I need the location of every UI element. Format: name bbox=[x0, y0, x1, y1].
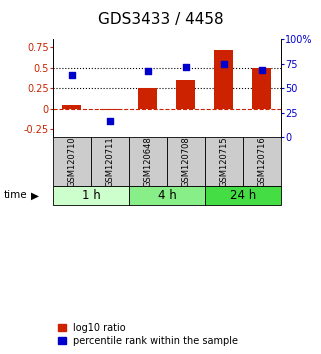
Point bbox=[221, 61, 227, 67]
FancyBboxPatch shape bbox=[53, 137, 91, 185]
FancyBboxPatch shape bbox=[167, 137, 205, 185]
Point bbox=[107, 118, 113, 124]
Text: time: time bbox=[3, 190, 27, 200]
Text: GSM120708: GSM120708 bbox=[181, 136, 190, 187]
Point bbox=[145, 69, 151, 74]
Text: GSM120710: GSM120710 bbox=[67, 136, 76, 187]
FancyBboxPatch shape bbox=[205, 185, 281, 205]
FancyBboxPatch shape bbox=[243, 137, 281, 185]
Legend: log10 ratio, percentile rank within the sample: log10 ratio, percentile rank within the … bbox=[58, 323, 239, 346]
Text: GDS3433 / 4458: GDS3433 / 4458 bbox=[98, 12, 223, 27]
Text: GSM120648: GSM120648 bbox=[143, 136, 152, 187]
FancyBboxPatch shape bbox=[205, 137, 243, 185]
Bar bbox=[63, 105, 82, 109]
Point bbox=[69, 73, 74, 78]
FancyBboxPatch shape bbox=[129, 185, 205, 205]
Bar bbox=[252, 68, 271, 109]
Text: 1 h: 1 h bbox=[82, 189, 100, 202]
FancyBboxPatch shape bbox=[53, 185, 129, 205]
Text: 4 h: 4 h bbox=[158, 189, 176, 202]
FancyBboxPatch shape bbox=[129, 137, 167, 185]
Text: ▶: ▶ bbox=[30, 190, 39, 200]
Bar bbox=[100, 109, 119, 110]
Bar bbox=[214, 50, 233, 109]
FancyBboxPatch shape bbox=[91, 137, 129, 185]
Point bbox=[183, 64, 188, 69]
Text: GSM120711: GSM120711 bbox=[105, 136, 115, 187]
Text: GSM120715: GSM120715 bbox=[219, 136, 229, 187]
Text: 24 h: 24 h bbox=[230, 189, 256, 202]
Bar bbox=[138, 88, 157, 109]
Text: GSM120716: GSM120716 bbox=[257, 136, 266, 187]
Point bbox=[259, 68, 265, 73]
Bar bbox=[177, 80, 195, 109]
